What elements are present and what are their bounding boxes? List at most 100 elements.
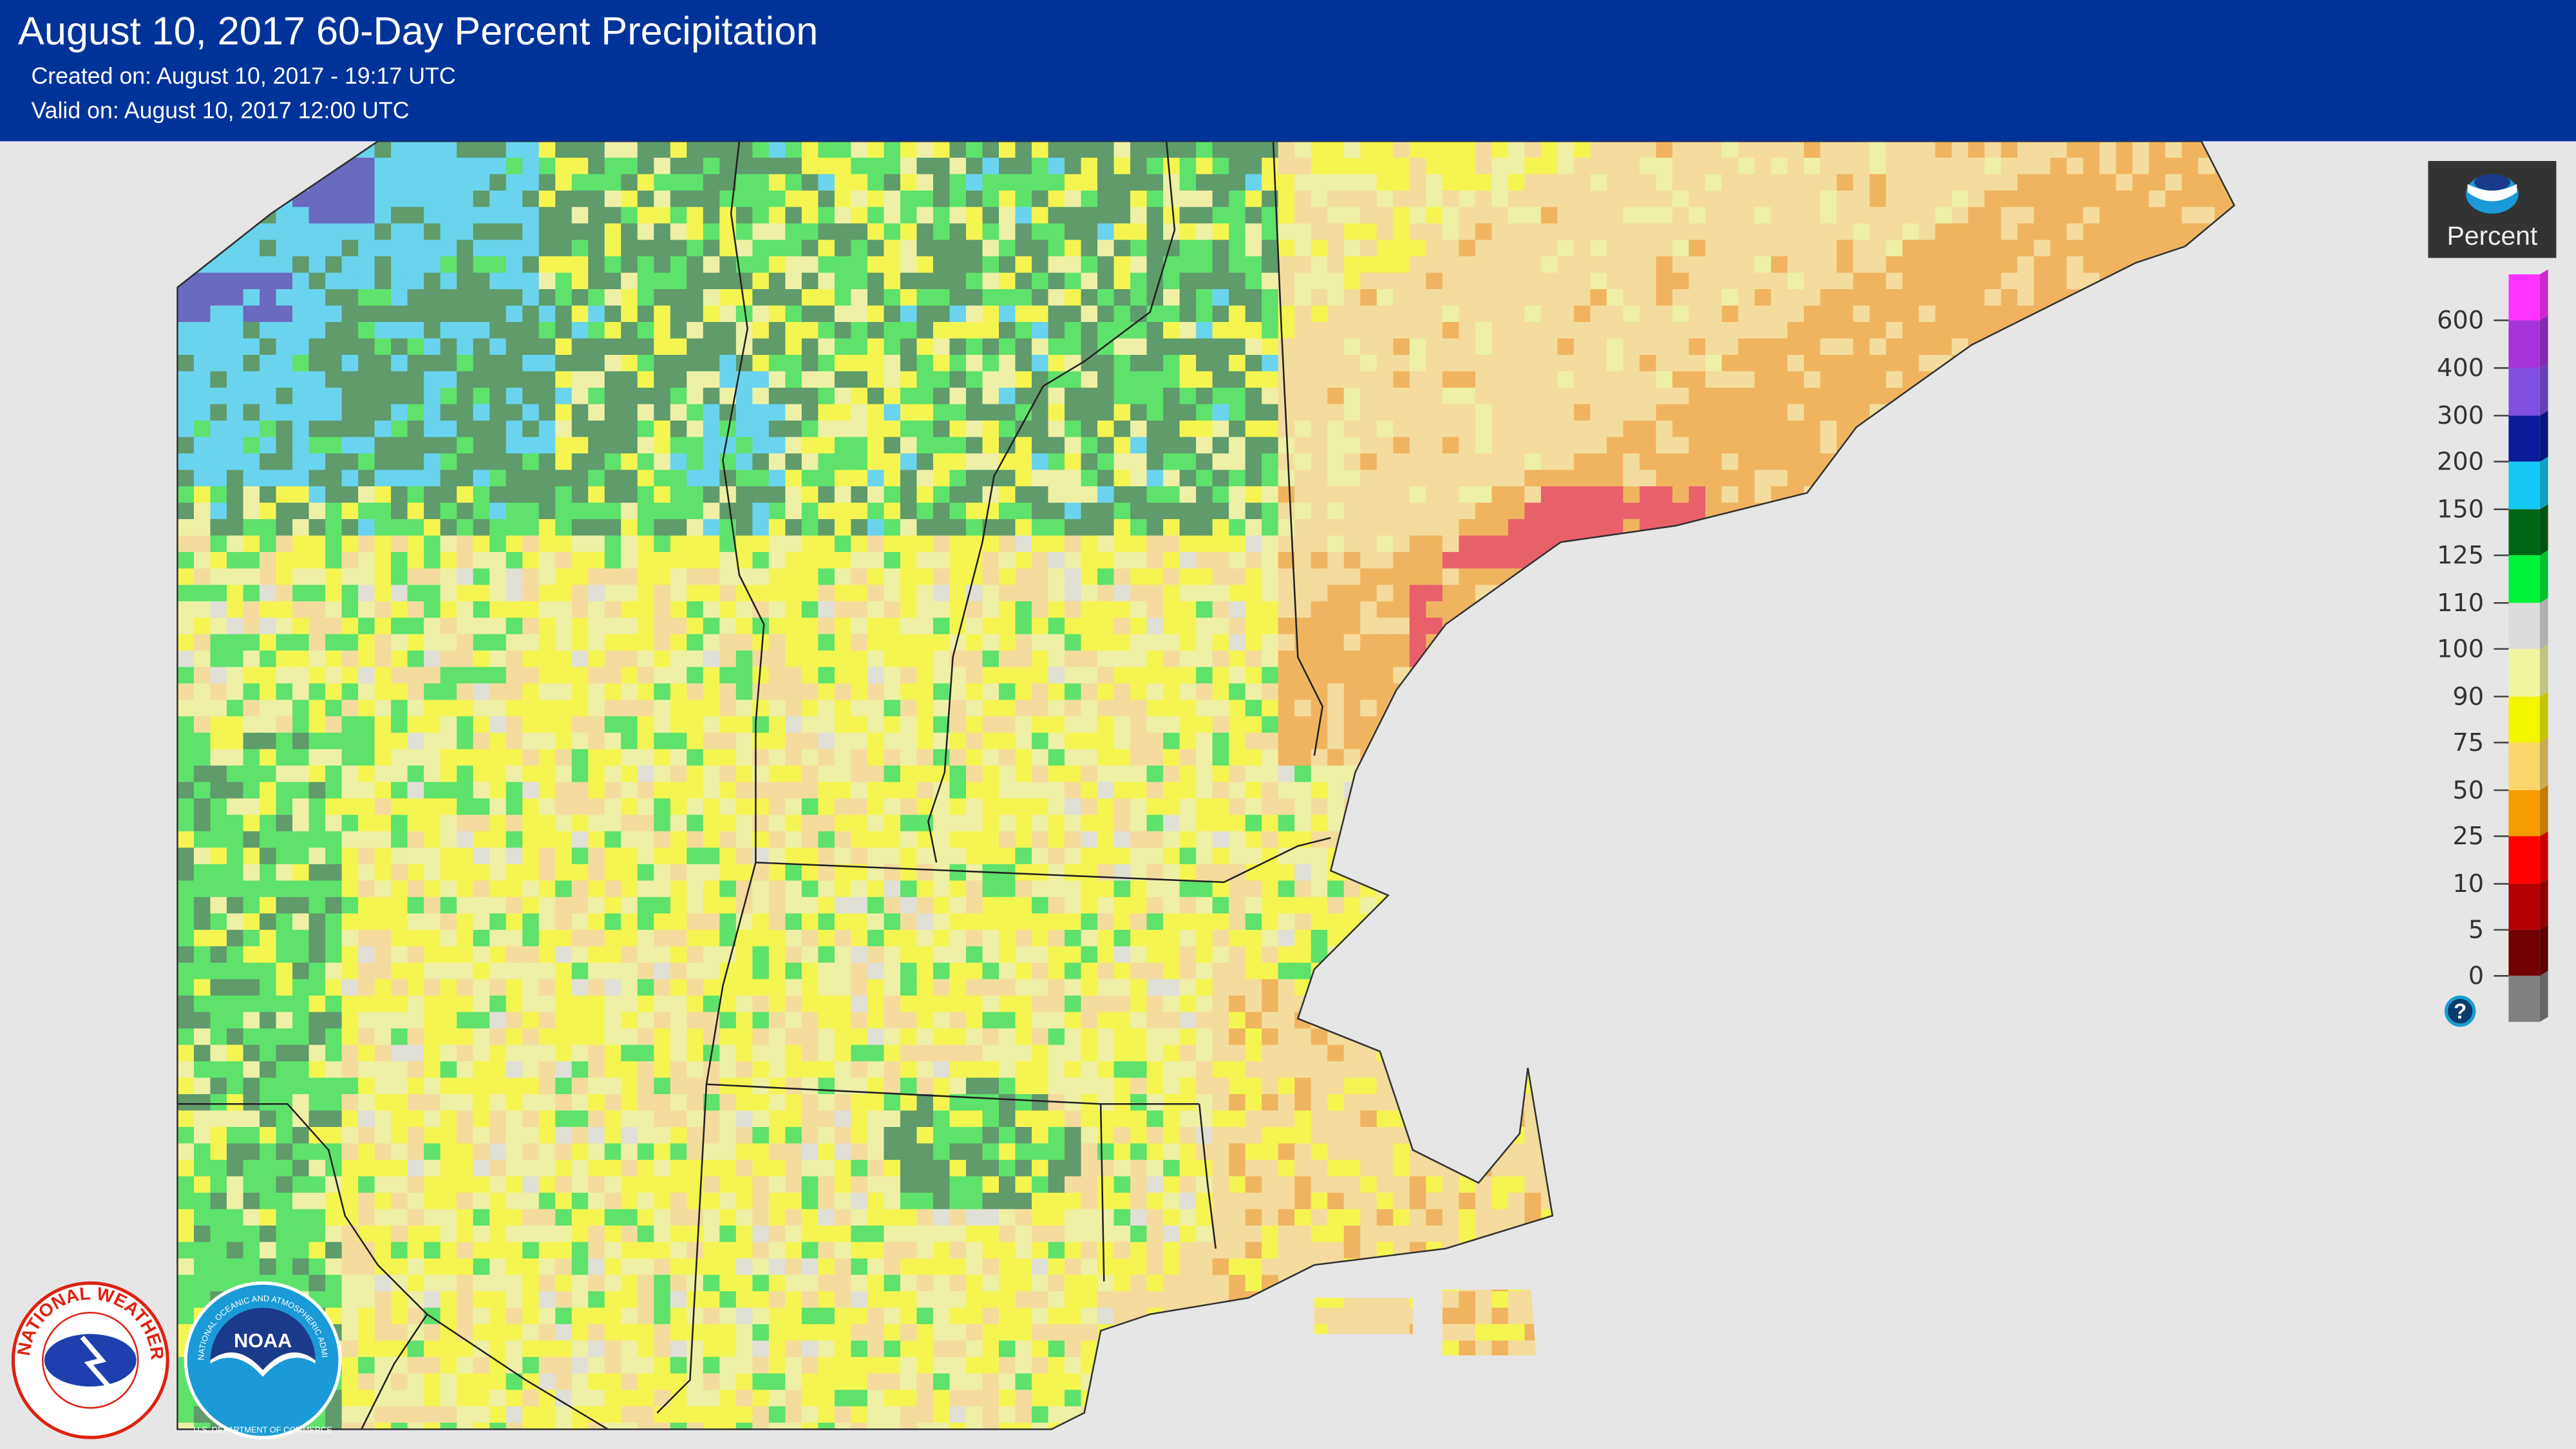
map-cell <box>2099 371 2117 389</box>
map-cell <box>982 618 1000 635</box>
map-cell <box>1245 289 1263 307</box>
map-cell <box>654 618 672 635</box>
map-cell <box>999 141 1016 159</box>
map-cell <box>604 667 622 685</box>
map-cell <box>604 371 622 389</box>
map-cell <box>965 519 983 536</box>
map-cell <box>1163 519 1180 536</box>
map-cell <box>2001 190 2018 208</box>
map-cell <box>2132 667 2150 685</box>
map-cell <box>735 486 753 504</box>
map-cell <box>1524 437 1542 455</box>
map-cell <box>2132 223 2150 241</box>
map-cell <box>1721 437 1739 455</box>
map-cell <box>1557 749 1575 767</box>
map-cell <box>1048 667 1066 685</box>
map-cell <box>1573 601 1591 619</box>
map-cell <box>1787 535 1805 553</box>
map-cell <box>2001 667 2018 685</box>
map-cell <box>1113 765 1132 783</box>
map-cell <box>654 667 672 685</box>
map-cell <box>2034 289 2051 307</box>
map-cell <box>1672 305 1690 323</box>
map-cell <box>391 782 408 800</box>
map-cell <box>1065 519 1082 536</box>
map-cell <box>1672 667 1690 685</box>
map-cell <box>1015 749 1033 767</box>
map-cell <box>243 240 261 258</box>
map-cell <box>2067 355 2084 372</box>
map-cell <box>1573 371 1591 389</box>
map-cell <box>1524 683 1542 701</box>
map-cell <box>1803 535 1821 553</box>
map-cell <box>325 207 343 225</box>
map-cell <box>194 634 211 652</box>
map-cell <box>1113 732 1132 750</box>
map-cell <box>670 568 688 586</box>
map-cell <box>752 421 770 438</box>
map-cell <box>588 157 606 175</box>
map-cell <box>982 338 1000 356</box>
map-cell <box>2017 469 2035 488</box>
map-cell <box>1837 699 1854 717</box>
map-cell <box>1787 321 1805 339</box>
map-cell <box>670 272 688 290</box>
map-cell <box>1229 650 1246 668</box>
map-cell <box>1409 321 1427 339</box>
map-cell <box>851 732 869 750</box>
map-cell <box>1426 190 1444 208</box>
map-cell <box>325 388 343 405</box>
map-cell <box>457 552 474 569</box>
map-cell <box>2198 650 2216 668</box>
map-cell <box>1146 765 1164 783</box>
map-cell <box>1262 716 1279 734</box>
map-cell <box>473 338 491 356</box>
map-cell <box>571 174 589 192</box>
map-cell <box>1508 404 1526 422</box>
map-cell <box>1787 305 1805 323</box>
map-cell <box>177 321 195 339</box>
map-cell <box>1426 667 1444 685</box>
map-cell <box>457 289 474 307</box>
map-cell <box>1606 568 1624 586</box>
map-cell <box>1343 388 1361 405</box>
map-cell <box>1984 667 2002 685</box>
map-cell <box>260 601 277 619</box>
map-cell <box>473 601 491 619</box>
map-cell <box>1540 174 1558 192</box>
map-cell <box>374 486 392 504</box>
map-cell <box>851 321 869 339</box>
map-cell <box>588 305 606 323</box>
map-cell <box>292 699 310 717</box>
map-cell <box>292 535 310 553</box>
map-cell <box>1278 190 1296 208</box>
map-cell <box>1475 174 1493 192</box>
map-cell <box>785 519 803 536</box>
map-cell <box>1902 256 1920 274</box>
map-cell <box>506 519 524 536</box>
map-cell <box>719 601 737 619</box>
map-cell <box>2067 568 2084 586</box>
map-cell <box>440 174 458 192</box>
map-cell <box>1327 174 1345 192</box>
map-cell <box>177 289 195 307</box>
map-cell <box>1623 732 1641 750</box>
map-cell <box>1770 749 1788 767</box>
map-cell <box>1886 732 1904 750</box>
map-cell <box>522 157 540 175</box>
map-cell <box>916 421 934 438</box>
map-cell <box>177 683 195 701</box>
map-cell <box>506 650 524 668</box>
map-cell <box>604 585 622 602</box>
map-cell <box>2165 321 2183 339</box>
map-cell <box>571 388 589 405</box>
map-cell <box>407 667 425 685</box>
map-cell <box>571 667 589 685</box>
map-cell <box>1656 765 1674 783</box>
map-cell <box>1524 404 1542 422</box>
map-cell <box>851 190 869 208</box>
map-cell <box>1935 765 1953 783</box>
map-cell <box>1623 289 1641 307</box>
map-cell <box>1870 502 1887 520</box>
